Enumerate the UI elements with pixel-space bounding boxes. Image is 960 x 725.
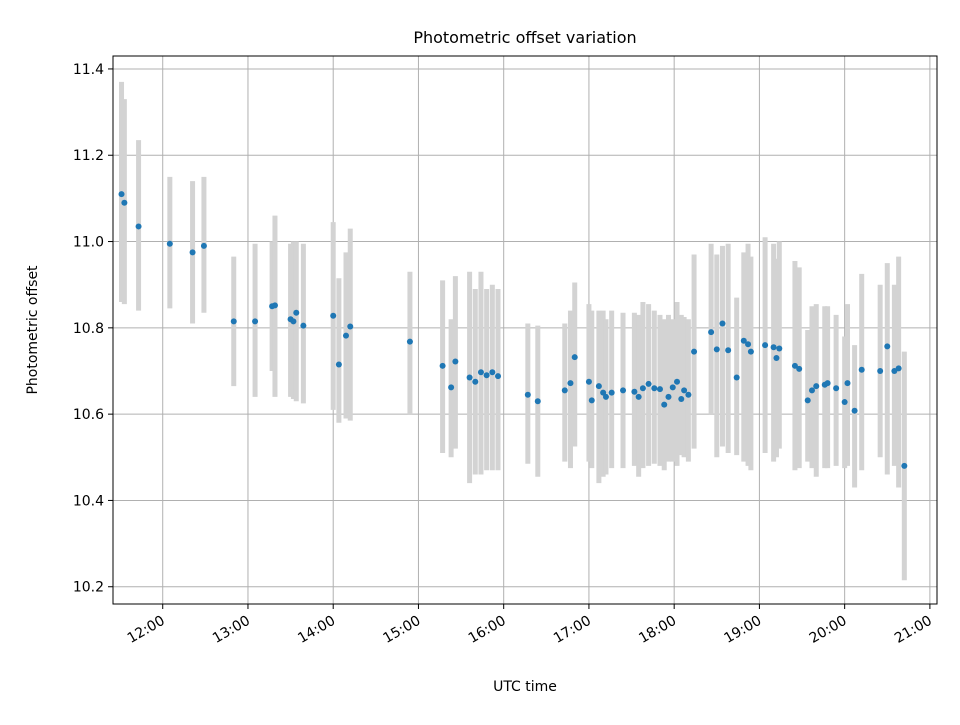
data-point (342, 332, 349, 339)
data-point (678, 396, 685, 403)
data-point (489, 369, 496, 376)
data-point (841, 399, 848, 406)
chart-title: Photometric offset variation (413, 28, 636, 47)
y-tick-label: 10.8 (73, 321, 104, 337)
data-point (585, 378, 592, 385)
data-point (452, 358, 459, 365)
data-point (600, 389, 607, 396)
data-point (725, 347, 732, 354)
data-point (708, 329, 715, 336)
data-point (674, 378, 681, 385)
data-point (713, 346, 720, 353)
data-point (571, 354, 578, 361)
data-point (813, 383, 820, 390)
data-point (524, 391, 531, 398)
data-point (691, 348, 698, 355)
data-point (330, 312, 337, 319)
data-point (665, 393, 672, 400)
y-tick-label: 11.4 (73, 62, 104, 78)
y-tick-label: 11.0 (73, 235, 104, 251)
data-point (762, 342, 769, 349)
data-point (567, 380, 574, 387)
data-point (895, 365, 902, 372)
data-point (495, 373, 502, 380)
data-point (166, 240, 173, 247)
data-point (631, 388, 638, 395)
data-point (252, 318, 259, 325)
data-point (635, 393, 642, 400)
point-layer (118, 191, 908, 469)
data-point (651, 385, 658, 392)
errorbar-layer (119, 81, 907, 581)
data-point (824, 380, 831, 387)
data-point (719, 320, 726, 327)
data-point (884, 343, 891, 350)
y-axis-label: Photometric offset (25, 265, 41, 395)
data-point (300, 322, 307, 329)
data-point (189, 249, 196, 256)
data-point (477, 369, 484, 376)
data-point (776, 345, 783, 352)
data-point (230, 318, 237, 325)
data-point (639, 385, 646, 392)
data-point (791, 362, 798, 369)
data-point (656, 386, 663, 393)
data-point (335, 361, 342, 368)
data-point (745, 341, 752, 348)
data-point (877, 367, 884, 374)
data-point (347, 323, 354, 330)
data-point (118, 191, 125, 198)
data-point (747, 348, 754, 355)
data-point (685, 391, 692, 398)
data-point (740, 337, 747, 344)
data-point (439, 362, 446, 369)
data-point (661, 401, 668, 408)
data-point (901, 462, 908, 469)
data-point (534, 398, 541, 405)
data-point (200, 242, 207, 249)
data-point (681, 387, 688, 394)
data-point (602, 393, 609, 400)
data-point (669, 384, 676, 391)
data-point (844, 380, 851, 387)
data-point (561, 387, 568, 394)
data-point (483, 372, 490, 379)
data-point (472, 378, 479, 385)
grid-layer (113, 56, 937, 604)
data-point (851, 407, 858, 414)
data-point (588, 397, 595, 404)
data-point (121, 199, 128, 206)
y-tick-label: 10.2 (73, 580, 104, 596)
data-point (466, 374, 473, 381)
data-point (293, 309, 300, 316)
data-point (448, 384, 455, 391)
data-point (773, 355, 780, 362)
data-point (271, 302, 278, 309)
x-axis-label: UTC time (493, 679, 557, 695)
plot-frame (112, 55, 938, 605)
data-point (858, 366, 865, 373)
data-point (406, 338, 413, 345)
data-point (645, 380, 652, 387)
data-point (595, 383, 602, 390)
data-point (796, 365, 803, 372)
data-point (135, 223, 142, 230)
y-tick-label: 10.6 (73, 407, 104, 423)
data-point (833, 385, 840, 392)
y-tick-label: 10.4 (73, 493, 104, 509)
data-point (620, 387, 627, 394)
y-tick-label: 11.2 (73, 148, 104, 164)
data-point (770, 344, 777, 351)
data-point (808, 387, 815, 394)
data-point (290, 318, 297, 325)
data-point (733, 374, 740, 381)
data-point (804, 397, 811, 404)
data-point (608, 389, 615, 396)
